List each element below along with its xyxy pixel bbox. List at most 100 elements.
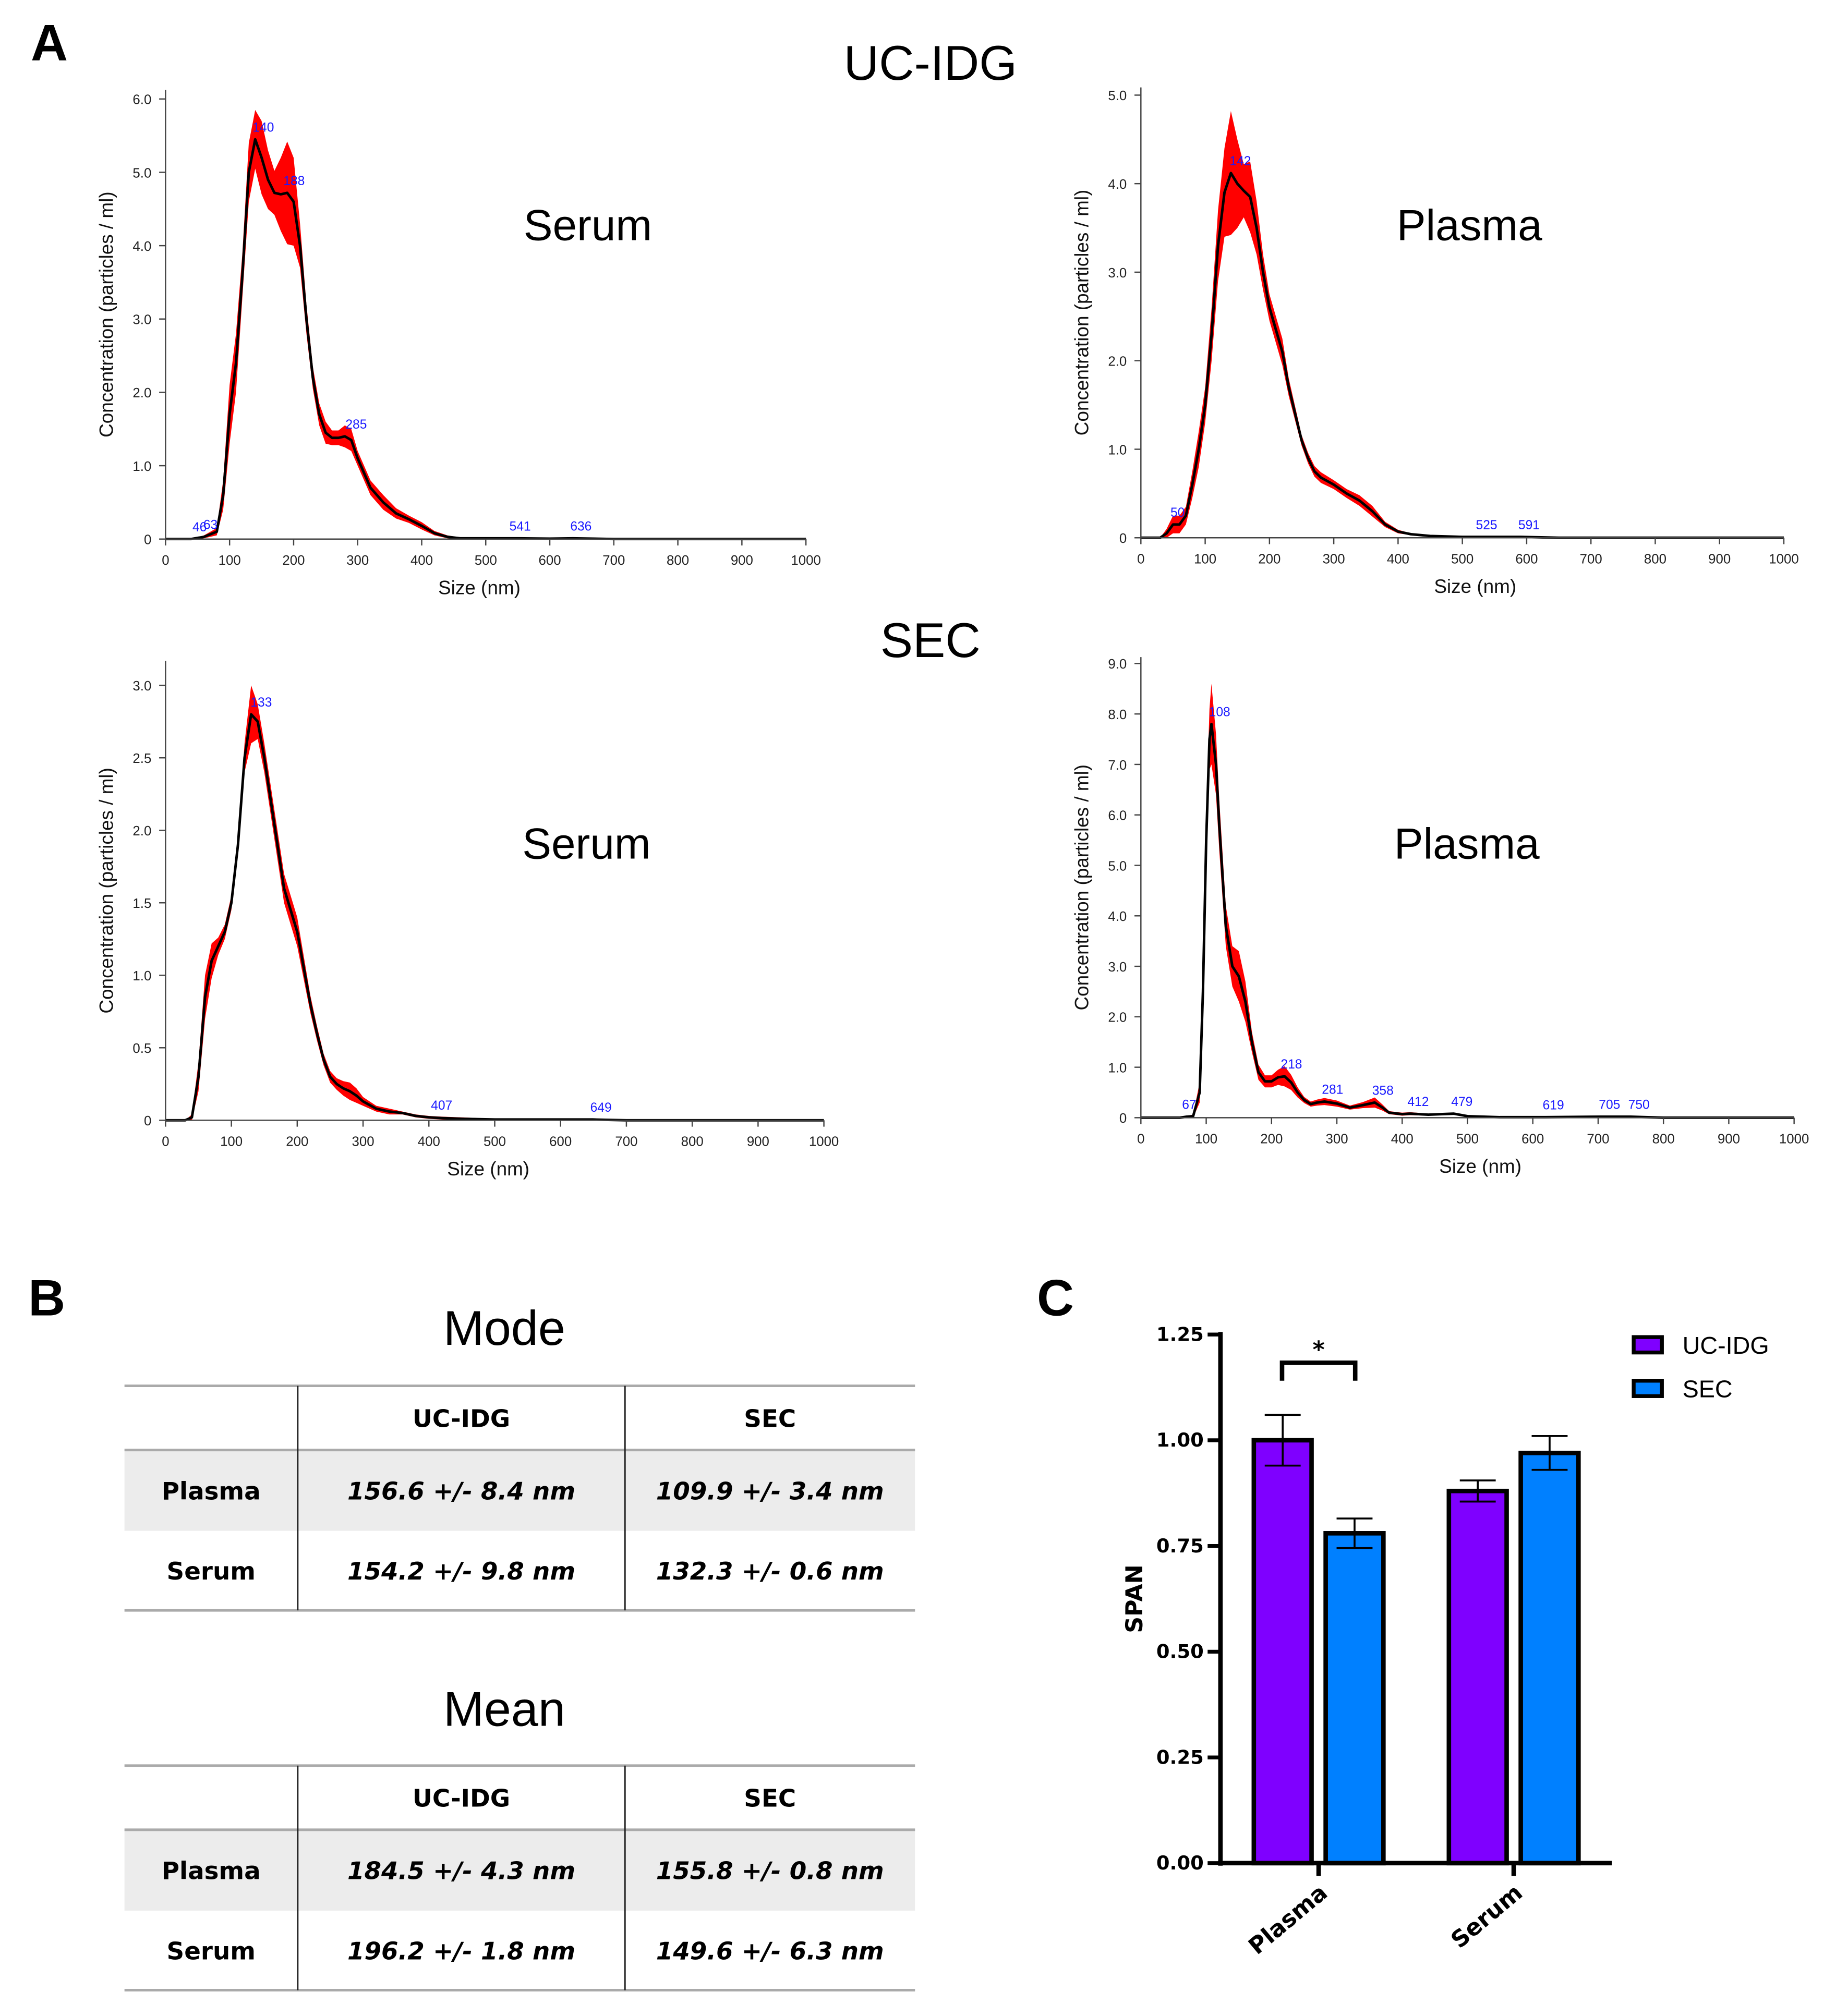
y-tick-label: 3.0: [1108, 960, 1127, 975]
error-band: [1141, 684, 1794, 1118]
table-row: Plasma 156.6 +/- 8.4 nm 109.9 +/- 3.4 nm: [162, 1477, 884, 1505]
y-axis-label: Concentration (particles / ml): [1071, 764, 1092, 1011]
peak-label: 133: [250, 696, 272, 710]
sample-label: Serum: [524, 200, 652, 249]
peak-label: 412: [1407, 1095, 1429, 1109]
category-label: Serum: [1446, 1879, 1527, 1954]
row-header: Serum: [167, 1937, 256, 1965]
y-tick-label: 5.0: [1108, 859, 1127, 873]
row-header: Plasma: [162, 1857, 261, 1886]
mean-curve: [165, 713, 824, 1122]
size-distribution-plot: 0 100 200 300 400 500 600 700 800 900 1000 0 0.5 1.0 1…: [96, 661, 839, 1180]
x-tick-label: 300: [352, 1134, 375, 1149]
column-header: SEC: [744, 1405, 796, 1433]
y-tick-label: 5.0: [1108, 89, 1127, 103]
y-tick-label: 0: [1119, 531, 1127, 546]
y-tick-label: 1.0: [1108, 1061, 1127, 1075]
x-tick-label: 800: [681, 1134, 704, 1149]
mean-curve: [1141, 723, 1794, 1119]
x-tick-label: 200: [286, 1134, 308, 1149]
x-tick-label: 600: [1515, 552, 1538, 566]
y-tick-label: 3.0: [132, 313, 151, 327]
y-tick-label: 3.0: [1108, 266, 1127, 281]
table-cell: 196.2 +/- 1.8 nm: [347, 1937, 575, 1965]
table-row: Plasma 184.5 +/- 4.3 nm 155.8 +/- 0.8 nm: [162, 1857, 884, 1886]
x-axis-label: Size (nm): [447, 1158, 529, 1180]
panel-label-a: A: [31, 14, 68, 71]
error-band: [165, 685, 824, 1121]
peak-label: 50: [1170, 506, 1185, 520]
y-tick-label: 1.00: [1156, 1429, 1204, 1451]
x-tick-label: 300: [1325, 1132, 1348, 1147]
x-tick-label: 100: [1194, 552, 1216, 566]
x-tick-label: 0: [162, 553, 169, 568]
y-tick-label: 2.0: [1108, 355, 1127, 369]
peak-label: 750: [1628, 1098, 1650, 1112]
row-header: Plasma: [162, 1477, 261, 1505]
y-tick-label: 4.0: [1108, 909, 1127, 924]
y-tick-label: 6.0: [132, 93, 151, 107]
table-cell: 156.6 +/- 8.4 nm: [347, 1477, 575, 1505]
x-tick-label: 300: [346, 553, 369, 568]
x-tick-label: 700: [1580, 552, 1602, 566]
panel-label-c: C: [1037, 1269, 1074, 1326]
x-tick-label: 100: [220, 1134, 243, 1149]
peak-label: 591: [1518, 518, 1540, 532]
legend-label: SEC: [1683, 1376, 1733, 1403]
significance-star: *: [1313, 1337, 1325, 1363]
y-tick-label: 0: [144, 533, 151, 548]
y-tick-label: 0: [1119, 1111, 1127, 1126]
y-tick-label: 0.25: [1156, 1746, 1204, 1768]
x-tick-label: 500: [484, 1134, 506, 1149]
x-tick-label: 900: [747, 1134, 769, 1149]
sample-label: Plasma: [1394, 819, 1540, 868]
y-tick-label: 2.0: [132, 386, 151, 400]
column-header: SEC: [744, 1785, 796, 1813]
table-cell: 109.9 +/- 3.4 nm: [656, 1477, 884, 1505]
peak-label: 140: [252, 120, 274, 135]
x-tick-label: 700: [615, 1134, 637, 1149]
legend-swatch-uc-idg: [1632, 1335, 1664, 1355]
bar-uc-idg-serum: [1446, 1488, 1509, 1866]
x-tick-label: 700: [602, 553, 625, 568]
x-tick-label: 400: [410, 553, 433, 568]
bar-sec-serum: [1518, 1450, 1581, 1866]
peak-label: 108: [1209, 706, 1230, 720]
x-tick-label: 500: [1451, 552, 1473, 566]
legend-swatch-sec: [1632, 1379, 1664, 1398]
y-tick-label: 4.0: [1108, 177, 1127, 192]
x-tick-label: 800: [1652, 1132, 1675, 1147]
sample-label: Plasma: [1397, 200, 1542, 249]
table-row: Serum 196.2 +/- 1.8 nm 149.6 +/- 6.3 nm: [167, 1937, 884, 1965]
y-tick-label: 5.0: [132, 166, 151, 180]
peak-label: 705: [1599, 1098, 1620, 1112]
significance-bracket: [1279, 1360, 1358, 1381]
peak-label: 407: [431, 1099, 452, 1113]
y-tick-label: 0.00: [1156, 1852, 1204, 1874]
error-band: [1141, 111, 1784, 538]
peak-label: 67: [1182, 1098, 1196, 1112]
peak-label: 188: [283, 174, 305, 188]
stats-table-mode: Mode UC-IDG SEC Plasma 156.6 +/- 8.4 nm 109.9…: [124, 1301, 915, 1612]
peak-label: 46: [192, 520, 207, 535]
x-tick-label: 900: [1708, 552, 1731, 566]
bar-sec-plasma: [1323, 1531, 1386, 1866]
size-distribution-plot: 0 100 200 300 400 500 600 700 800 900 1000 0 1.0 2.0 3…: [1071, 657, 1809, 1177]
peak-label: 218: [1281, 1058, 1302, 1072]
x-tick-label: 200: [282, 553, 305, 568]
peak-label: 636: [570, 520, 591, 534]
x-tick-label: 400: [1391, 1132, 1414, 1147]
sample-label: Serum: [522, 819, 650, 868]
bar-uc-idg-plasma: [1251, 1438, 1314, 1866]
y-tick-label: 3.0: [132, 679, 151, 694]
x-axis-label: Size (nm): [438, 577, 521, 599]
y-tick-label: 4.0: [132, 239, 151, 254]
group-title-uc: UC-IDG: [844, 35, 1017, 90]
peak-label: 63: [203, 518, 218, 532]
x-tick-label: 1000: [1779, 1132, 1809, 1147]
x-tick-label: 0: [1137, 1132, 1144, 1147]
error-band: [165, 110, 806, 539]
x-tick-label: 400: [418, 1134, 440, 1149]
y-axis-label: Concentration (particles / ml): [1071, 190, 1092, 436]
